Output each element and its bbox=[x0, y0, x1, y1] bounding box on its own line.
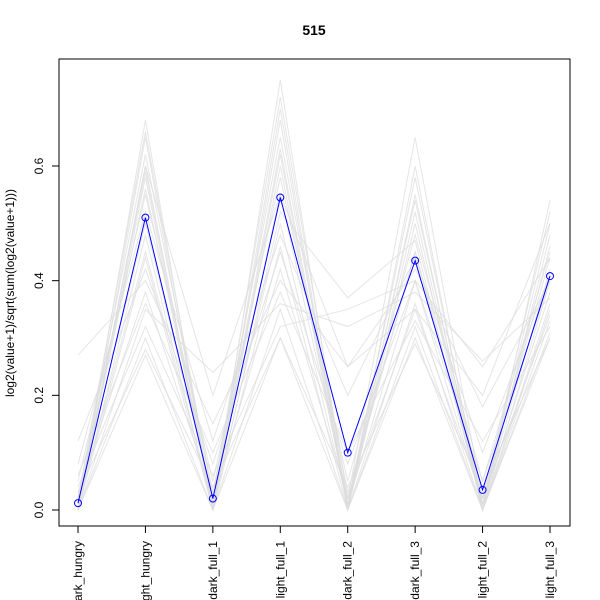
x-tick-label: light_full_2 bbox=[476, 541, 490, 599]
background-series-line bbox=[77, 200, 551, 511]
x-tick-label: light_hungry bbox=[138, 541, 152, 600]
background-series-line bbox=[77, 325, 551, 512]
highlight-series-line bbox=[77, 197, 551, 504]
highlight-point bbox=[546, 272, 554, 281]
background-series-line bbox=[77, 267, 551, 501]
x-tick-label: dark_hungry bbox=[71, 541, 85, 600]
highlight-point bbox=[141, 213, 150, 222]
background-series-line bbox=[77, 246, 551, 512]
x-tick-label: light_full_1 bbox=[273, 541, 287, 599]
highlight-series-group bbox=[74, 193, 554, 508]
highlight-point bbox=[343, 448, 352, 457]
background-series-line bbox=[77, 165, 551, 505]
background-series-line bbox=[77, 210, 551, 465]
background-series-group bbox=[77, 79, 551, 512]
y-tick-label: 0.4 bbox=[32, 272, 46, 289]
x-tick-label: dark_full_1 bbox=[206, 541, 220, 600]
highlight-point bbox=[208, 494, 217, 503]
y-tick-label: 0.2 bbox=[32, 387, 46, 404]
y-tick-label: 0.6 bbox=[32, 157, 46, 174]
background-series-line bbox=[77, 250, 551, 483]
background-series-line bbox=[77, 307, 551, 512]
highlight-point bbox=[74, 499, 82, 508]
background-series-line bbox=[77, 194, 551, 499]
y-axis-label: log2(value+1)/sqrt(sum(log2(value+1))) bbox=[3, 189, 17, 397]
background-series-line bbox=[77, 165, 551, 511]
x-tick-label: dark_full_3 bbox=[408, 541, 422, 600]
y-tick-label: 0.0 bbox=[32, 501, 46, 518]
highlight-point bbox=[411, 256, 420, 265]
x-tick-label: light_full_3 bbox=[543, 541, 557, 599]
highlight-point bbox=[478, 485, 487, 494]
background-series-line bbox=[77, 108, 551, 512]
highlight-point bbox=[276, 193, 285, 202]
background-series-line bbox=[77, 97, 551, 499]
y-axis: 0.0 0.2 0.4 0.6 bbox=[32, 157, 60, 518]
x-tick-label: dark_full_2 bbox=[341, 541, 355, 600]
x-axis: dark_hungry light_hungry dark_full_1 light_… bbox=[71, 525, 557, 600]
chart-title: 515 bbox=[302, 22, 326, 38]
